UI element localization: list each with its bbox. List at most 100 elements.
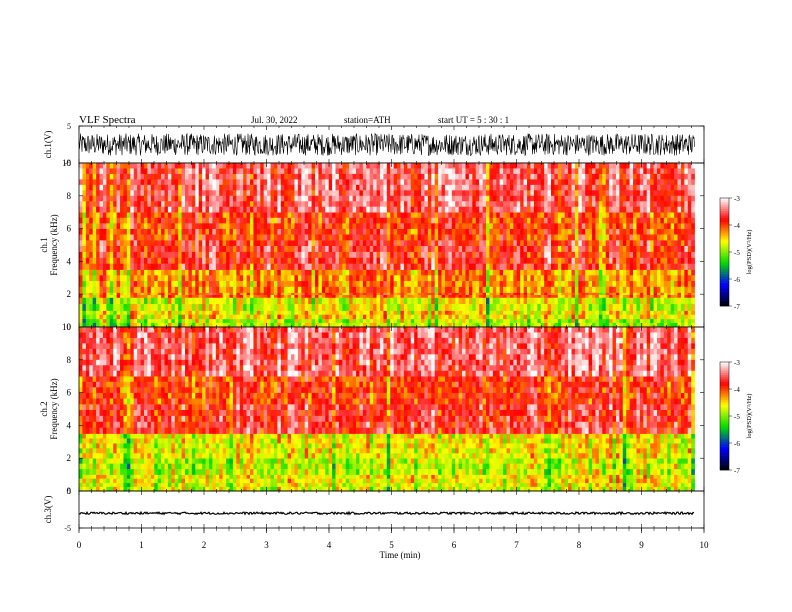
ch1-spectrogram-cell	[547, 304, 552, 311]
ch1-spectrogram-cell	[592, 251, 596, 259]
ch1-spectrogram-cell	[202, 314, 206, 320]
ch1-spectrogram-cell	[109, 292, 114, 296]
ch1-spectrogram-cell	[321, 240, 326, 247]
ch1-spectrogram-cell	[239, 223, 244, 230]
ch1-spectrogram-cell	[297, 173, 302, 180]
ch1-spectrogram-cell	[130, 304, 135, 311]
ch1-spectrogram-cell	[332, 234, 336, 241]
ch1-spectrogram-cell	[506, 269, 511, 276]
ch1-spectrogram-cell	[581, 212, 586, 219]
ch1-spectrogram-cell	[219, 168, 223, 175]
ch1-spectrogram-cell	[256, 297, 261, 305]
ch1-spectrogram-cell	[195, 240, 199, 247]
ch1-spectrogram-cell	[256, 263, 261, 270]
ch1-spectrogram-cell	[236, 223, 241, 230]
ch1-spectrogram-cell	[99, 190, 104, 197]
ch1-spectrogram-cell	[123, 163, 128, 169]
ch1-spectrogram-cell	[479, 292, 483, 296]
ch1-spectrogram-cell	[544, 295, 548, 298]
ch1-spectrogram-cell	[294, 297, 299, 305]
ch1-spectrogram-cell	[311, 295, 316, 298]
ch1-spectrogram-cell	[390, 257, 394, 264]
ch1-spectrogram-cell	[588, 257, 593, 264]
ch1-spectrogram-cell	[106, 286, 111, 293]
ch1-spectrogram-cell	[393, 179, 398, 186]
ch1-spectrogram-cell	[438, 212, 442, 219]
ch1-spectrogram-cell	[687, 251, 692, 259]
ch1-spectrogram-cell	[506, 217, 511, 224]
ch1-spectrogram-cell	[147, 295, 152, 298]
ch1-spectrogram-cell	[441, 212, 446, 219]
ch1-spectrogram-cell	[561, 314, 565, 320]
ch1-spectrogram-cell	[609, 275, 613, 282]
ch1-spectrogram-cell	[335, 234, 340, 241]
ch1-spectrogram-cell	[113, 217, 117, 224]
ch1-spectrogram-cell	[390, 286, 394, 293]
ch1-spectrogram-cell	[475, 173, 480, 180]
ch1-spectrogram-cell	[239, 318, 244, 324]
ch1-spectrogram-cell	[89, 228, 93, 235]
ch1-spectrogram-cell	[438, 173, 442, 180]
ch1-spectrogram-cell	[349, 297, 353, 305]
ch1-spectrogram-cell	[643, 179, 648, 186]
ch1-spectrogram-cell	[530, 318, 535, 324]
ch1-spectrogram-cell	[250, 173, 254, 180]
ch1-spectrogram-cell	[574, 245, 579, 253]
ch1-spectrogram-cell	[677, 295, 682, 298]
ch1-spectrogram-cell	[99, 234, 104, 241]
ch1-spectrogram-cell	[578, 179, 583, 186]
ch1-spectrogram-cell	[161, 173, 165, 180]
ch1-spectrogram-cell	[270, 275, 275, 282]
ch1-spectrogram-cell	[397, 184, 401, 191]
ch1-spectrogram-cell	[239, 179, 244, 186]
ch1-spectrogram-cell	[465, 228, 470, 235]
ch1-spectrogram-cell	[468, 184, 473, 191]
ch1-spectrogram-cell	[109, 322, 114, 328]
ch1-spectrogram-cell	[492, 295, 497, 298]
ch1-spectrogram-cell	[516, 263, 521, 270]
ch1-spectrogram-cell	[260, 304, 264, 311]
ch1-spectrogram-cell	[157, 163, 162, 169]
ch1-spectrogram-cell	[451, 295, 456, 298]
ch1-spectrogram-cell	[530, 269, 535, 276]
ch1-spectrogram-cell	[554, 228, 559, 235]
ch1-spectrogram-cell	[465, 163, 470, 169]
ch1-spectrogram-cell	[250, 304, 254, 311]
ch1-spectrogram-cell	[421, 173, 425, 180]
ch1-spectrogram-cell	[643, 295, 648, 298]
ch1-spectrogram-cell	[352, 281, 357, 288]
ch1-spectrogram-cell	[99, 240, 104, 247]
ch1-spectrogram-cell	[215, 240, 220, 247]
ch1-spectrogram-cell	[667, 179, 671, 186]
ch1-spectrogram-cell	[400, 310, 405, 315]
ch1-spectrogram-cell	[465, 223, 470, 230]
ch1-spectrogram-cell	[550, 297, 555, 305]
ch1-spectrogram-cell	[434, 292, 439, 296]
ch1-spectrogram-cell	[475, 281, 480, 288]
ch1-spectrogram-cell	[171, 275, 176, 282]
ch1-spectrogram-cell	[496, 163, 500, 169]
ch1-spectrogram-cell	[140, 245, 145, 253]
ch1-spectrogram-cell	[236, 269, 241, 276]
ch1-spectrogram-cell	[670, 234, 675, 241]
ch1-spectrogram-cell	[314, 240, 319, 247]
ch1-spectrogram-cell	[284, 217, 288, 224]
ch1-spectrogram-cell	[167, 217, 172, 224]
ch1-spectrogram-cell	[328, 314, 333, 320]
ch1-spectrogram-cell	[595, 173, 600, 180]
ch1-spectrogram-cell	[646, 292, 651, 296]
ch1-spectrogram-cell	[178, 281, 182, 288]
ch1-spectrogram-cell	[667, 314, 671, 320]
ch1-spectrogram-cell	[280, 173, 285, 180]
ch1-spectrogram-cell	[133, 322, 138, 328]
ch1-spectrogram-cell	[352, 223, 357, 230]
ch1-spectrogram-cell	[345, 223, 350, 230]
ch1-spectrogram-cell	[270, 318, 275, 324]
figure-title: VLF Spectra	[79, 114, 136, 126]
ch1-spectrogram-cell	[619, 245, 624, 253]
ch1-spectrogram-cell	[106, 304, 111, 311]
ch1-spectrogram-cell	[126, 304, 131, 311]
ch1-spectrogram-cell	[571, 173, 576, 180]
ch1-spectrogram-cell	[431, 173, 435, 180]
